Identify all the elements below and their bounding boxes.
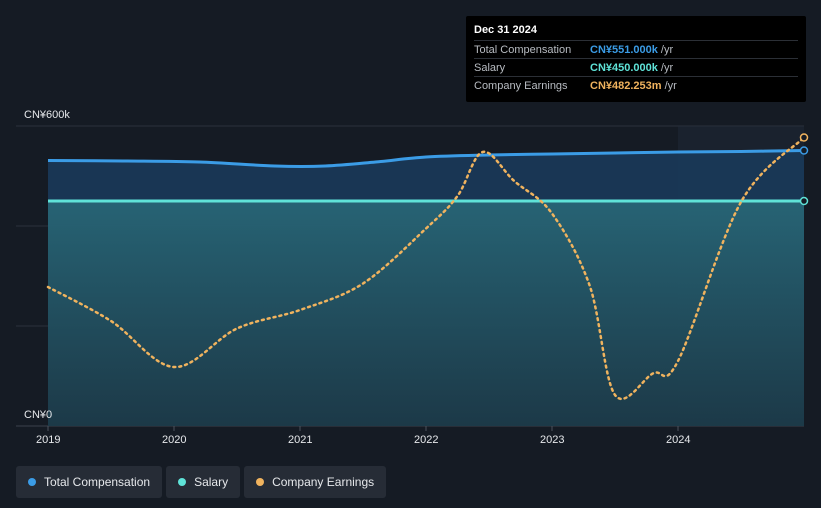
x-tick-label: 2021: [288, 434, 312, 446]
tooltip-unit: /yr: [664, 79, 677, 92]
tooltip-label: Salary: [474, 61, 506, 74]
y-axis-label-min: CN¥0: [24, 409, 52, 421]
legend-dot-icon: [256, 478, 265, 486]
salary-area: [48, 201, 804, 426]
legend-item-total-compensation[interactable]: Total Compensation: [16, 466, 163, 498]
tooltip-label: Total Compensation: [474, 43, 572, 56]
x-tick-label: 2019: [36, 434, 60, 446]
legend-dot-icon: [178, 478, 187, 486]
tooltip-value: CN¥450.000k: [590, 61, 658, 74]
tooltip-value: CN¥551.000k: [590, 43, 658, 56]
x-tick-label: 2020: [162, 434, 186, 446]
legend-dot-icon: [28, 478, 36, 486]
company-earnings-marker: [799, 133, 809, 142]
legend-label: Total Compensation: [44, 475, 151, 489]
tooltip-label: Company Earnings: [474, 79, 568, 92]
salary-marker: [799, 196, 809, 206]
tooltip-date: Dec 31 2024: [474, 24, 537, 36]
tooltip-row-company-earnings: Company Earnings CN¥482.253m /yr: [474, 76, 798, 94]
y-axis-label-max: CN¥600k: [24, 109, 70, 121]
tooltip-row-salary: Salary CN¥450.000k /yr: [474, 58, 798, 76]
x-tick-label: 2024: [666, 434, 690, 446]
tooltip-unit: /yr: [660, 61, 674, 74]
legend: Total Compensation Salary Company Earnin…: [16, 466, 387, 498]
total-compensation-marker: [799, 146, 809, 155]
x-tick-label: 2023: [540, 434, 564, 446]
tooltip-unit: /yr: [660, 43, 674, 56]
tooltip-value: CN¥482.253m: [590, 79, 662, 92]
total-compensation-line: [47, 149, 805, 169]
legend-label: Company Earnings: [272, 475, 375, 489]
x-tick-label: 2022: [414, 434, 438, 446]
legend-label: Salary: [194, 475, 229, 489]
legend-item-salary[interactable]: Salary: [166, 466, 241, 498]
tooltip-row-total-compensation: Total Compensation CN¥551.000k /yr: [474, 40, 798, 58]
company-earnings-line: [46, 136, 806, 401]
tooltip: Dec 31 2024 Total Compensation CN¥551.00…: [466, 16, 806, 102]
legend-item-company-earnings[interactable]: Company Earnings: [244, 466, 387, 498]
